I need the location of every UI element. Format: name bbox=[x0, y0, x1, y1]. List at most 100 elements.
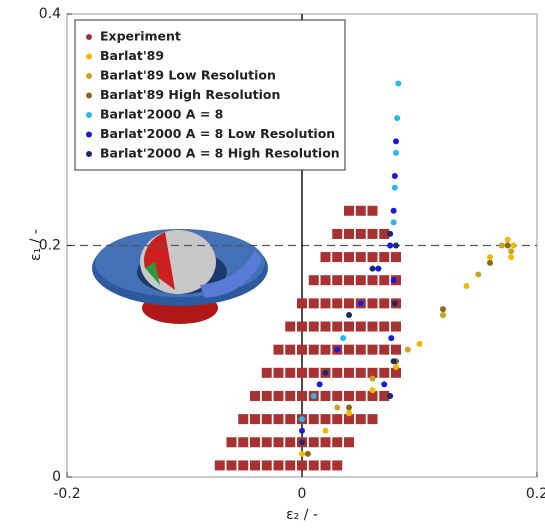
point bbox=[320, 344, 331, 355]
x-tick-label: -0.2 bbox=[53, 486, 80, 502]
point bbox=[285, 367, 296, 378]
inset-illustration bbox=[92, 229, 268, 324]
point bbox=[355, 344, 366, 355]
point bbox=[344, 367, 354, 378]
point bbox=[346, 404, 352, 411]
y-tick-label: 0.2 bbox=[39, 238, 61, 254]
point bbox=[387, 242, 394, 249]
point bbox=[504, 242, 511, 249]
point bbox=[369, 265, 376, 272]
point bbox=[261, 460, 272, 471]
point bbox=[320, 298, 331, 309]
point bbox=[273, 437, 284, 448]
point bbox=[508, 254, 515, 261]
legend-marker bbox=[86, 151, 92, 157]
point bbox=[387, 230, 394, 237]
point bbox=[367, 321, 378, 332]
point bbox=[344, 414, 354, 425]
point bbox=[332, 367, 343, 378]
point bbox=[381, 381, 388, 388]
point bbox=[344, 205, 354, 216]
legend-marker bbox=[86, 92, 92, 99]
point bbox=[320, 321, 331, 332]
point bbox=[367, 367, 378, 378]
point bbox=[379, 228, 390, 239]
legend-label: Barlat'89 High Resolution bbox=[100, 87, 280, 102]
point bbox=[320, 390, 331, 401]
point bbox=[297, 390, 307, 401]
point bbox=[299, 439, 305, 446]
point bbox=[299, 416, 305, 423]
point bbox=[261, 367, 272, 378]
point bbox=[498, 242, 505, 249]
point bbox=[387, 392, 394, 399]
point bbox=[261, 437, 272, 448]
point bbox=[308, 344, 319, 355]
point bbox=[344, 252, 354, 263]
point bbox=[475, 271, 482, 278]
point bbox=[355, 367, 366, 378]
legend-marker bbox=[86, 53, 92, 60]
point bbox=[285, 437, 296, 448]
point bbox=[390, 277, 397, 284]
legend-label: Barlat'2000 A = 8 High Resolution bbox=[100, 146, 340, 161]
point bbox=[320, 437, 331, 448]
y-axis-label: ε₁ / - bbox=[28, 229, 44, 261]
point bbox=[332, 390, 343, 401]
point bbox=[355, 390, 366, 401]
point bbox=[334, 346, 341, 353]
point bbox=[273, 414, 284, 425]
point bbox=[297, 298, 307, 309]
point bbox=[226, 460, 237, 471]
point bbox=[308, 437, 319, 448]
point bbox=[250, 390, 260, 401]
legend-label: Experiment bbox=[100, 29, 181, 44]
point bbox=[394, 115, 401, 122]
point bbox=[308, 367, 319, 378]
point bbox=[463, 283, 470, 290]
point bbox=[357, 300, 364, 307]
legend-marker bbox=[86, 73, 92, 79]
point bbox=[379, 275, 390, 286]
point bbox=[308, 414, 319, 425]
point bbox=[391, 184, 398, 191]
point bbox=[390, 219, 397, 226]
point bbox=[297, 460, 307, 471]
point bbox=[355, 414, 366, 425]
y-tick-label: 0.4 bbox=[39, 6, 61, 22]
point bbox=[355, 205, 366, 216]
point bbox=[367, 298, 378, 309]
point bbox=[379, 390, 390, 401]
point bbox=[250, 414, 260, 425]
point bbox=[487, 259, 493, 266]
point bbox=[391, 300, 398, 307]
legend-label: Barlat'89 bbox=[100, 48, 164, 63]
point bbox=[393, 242, 399, 249]
point bbox=[391, 367, 401, 378]
point bbox=[344, 437, 354, 448]
point bbox=[285, 321, 296, 332]
point bbox=[273, 390, 284, 401]
point bbox=[390, 358, 397, 365]
point bbox=[308, 321, 319, 332]
point bbox=[299, 427, 305, 434]
point bbox=[332, 460, 343, 471]
point bbox=[355, 275, 366, 286]
point bbox=[367, 414, 378, 425]
point bbox=[393, 364, 399, 371]
point bbox=[391, 344, 401, 355]
point bbox=[320, 275, 331, 286]
point bbox=[238, 437, 249, 448]
point bbox=[226, 437, 237, 448]
point bbox=[340, 335, 347, 342]
point bbox=[391, 173, 398, 180]
point bbox=[487, 254, 493, 261]
point bbox=[250, 460, 260, 471]
point bbox=[379, 298, 390, 309]
x-tick-label: 0.2 bbox=[526, 486, 545, 502]
point bbox=[308, 460, 319, 471]
legend-label: Barlat'2000 A = 8 bbox=[100, 107, 223, 122]
point bbox=[320, 252, 331, 263]
point bbox=[379, 252, 390, 263]
x-tick-label: 0 bbox=[298, 486, 307, 502]
